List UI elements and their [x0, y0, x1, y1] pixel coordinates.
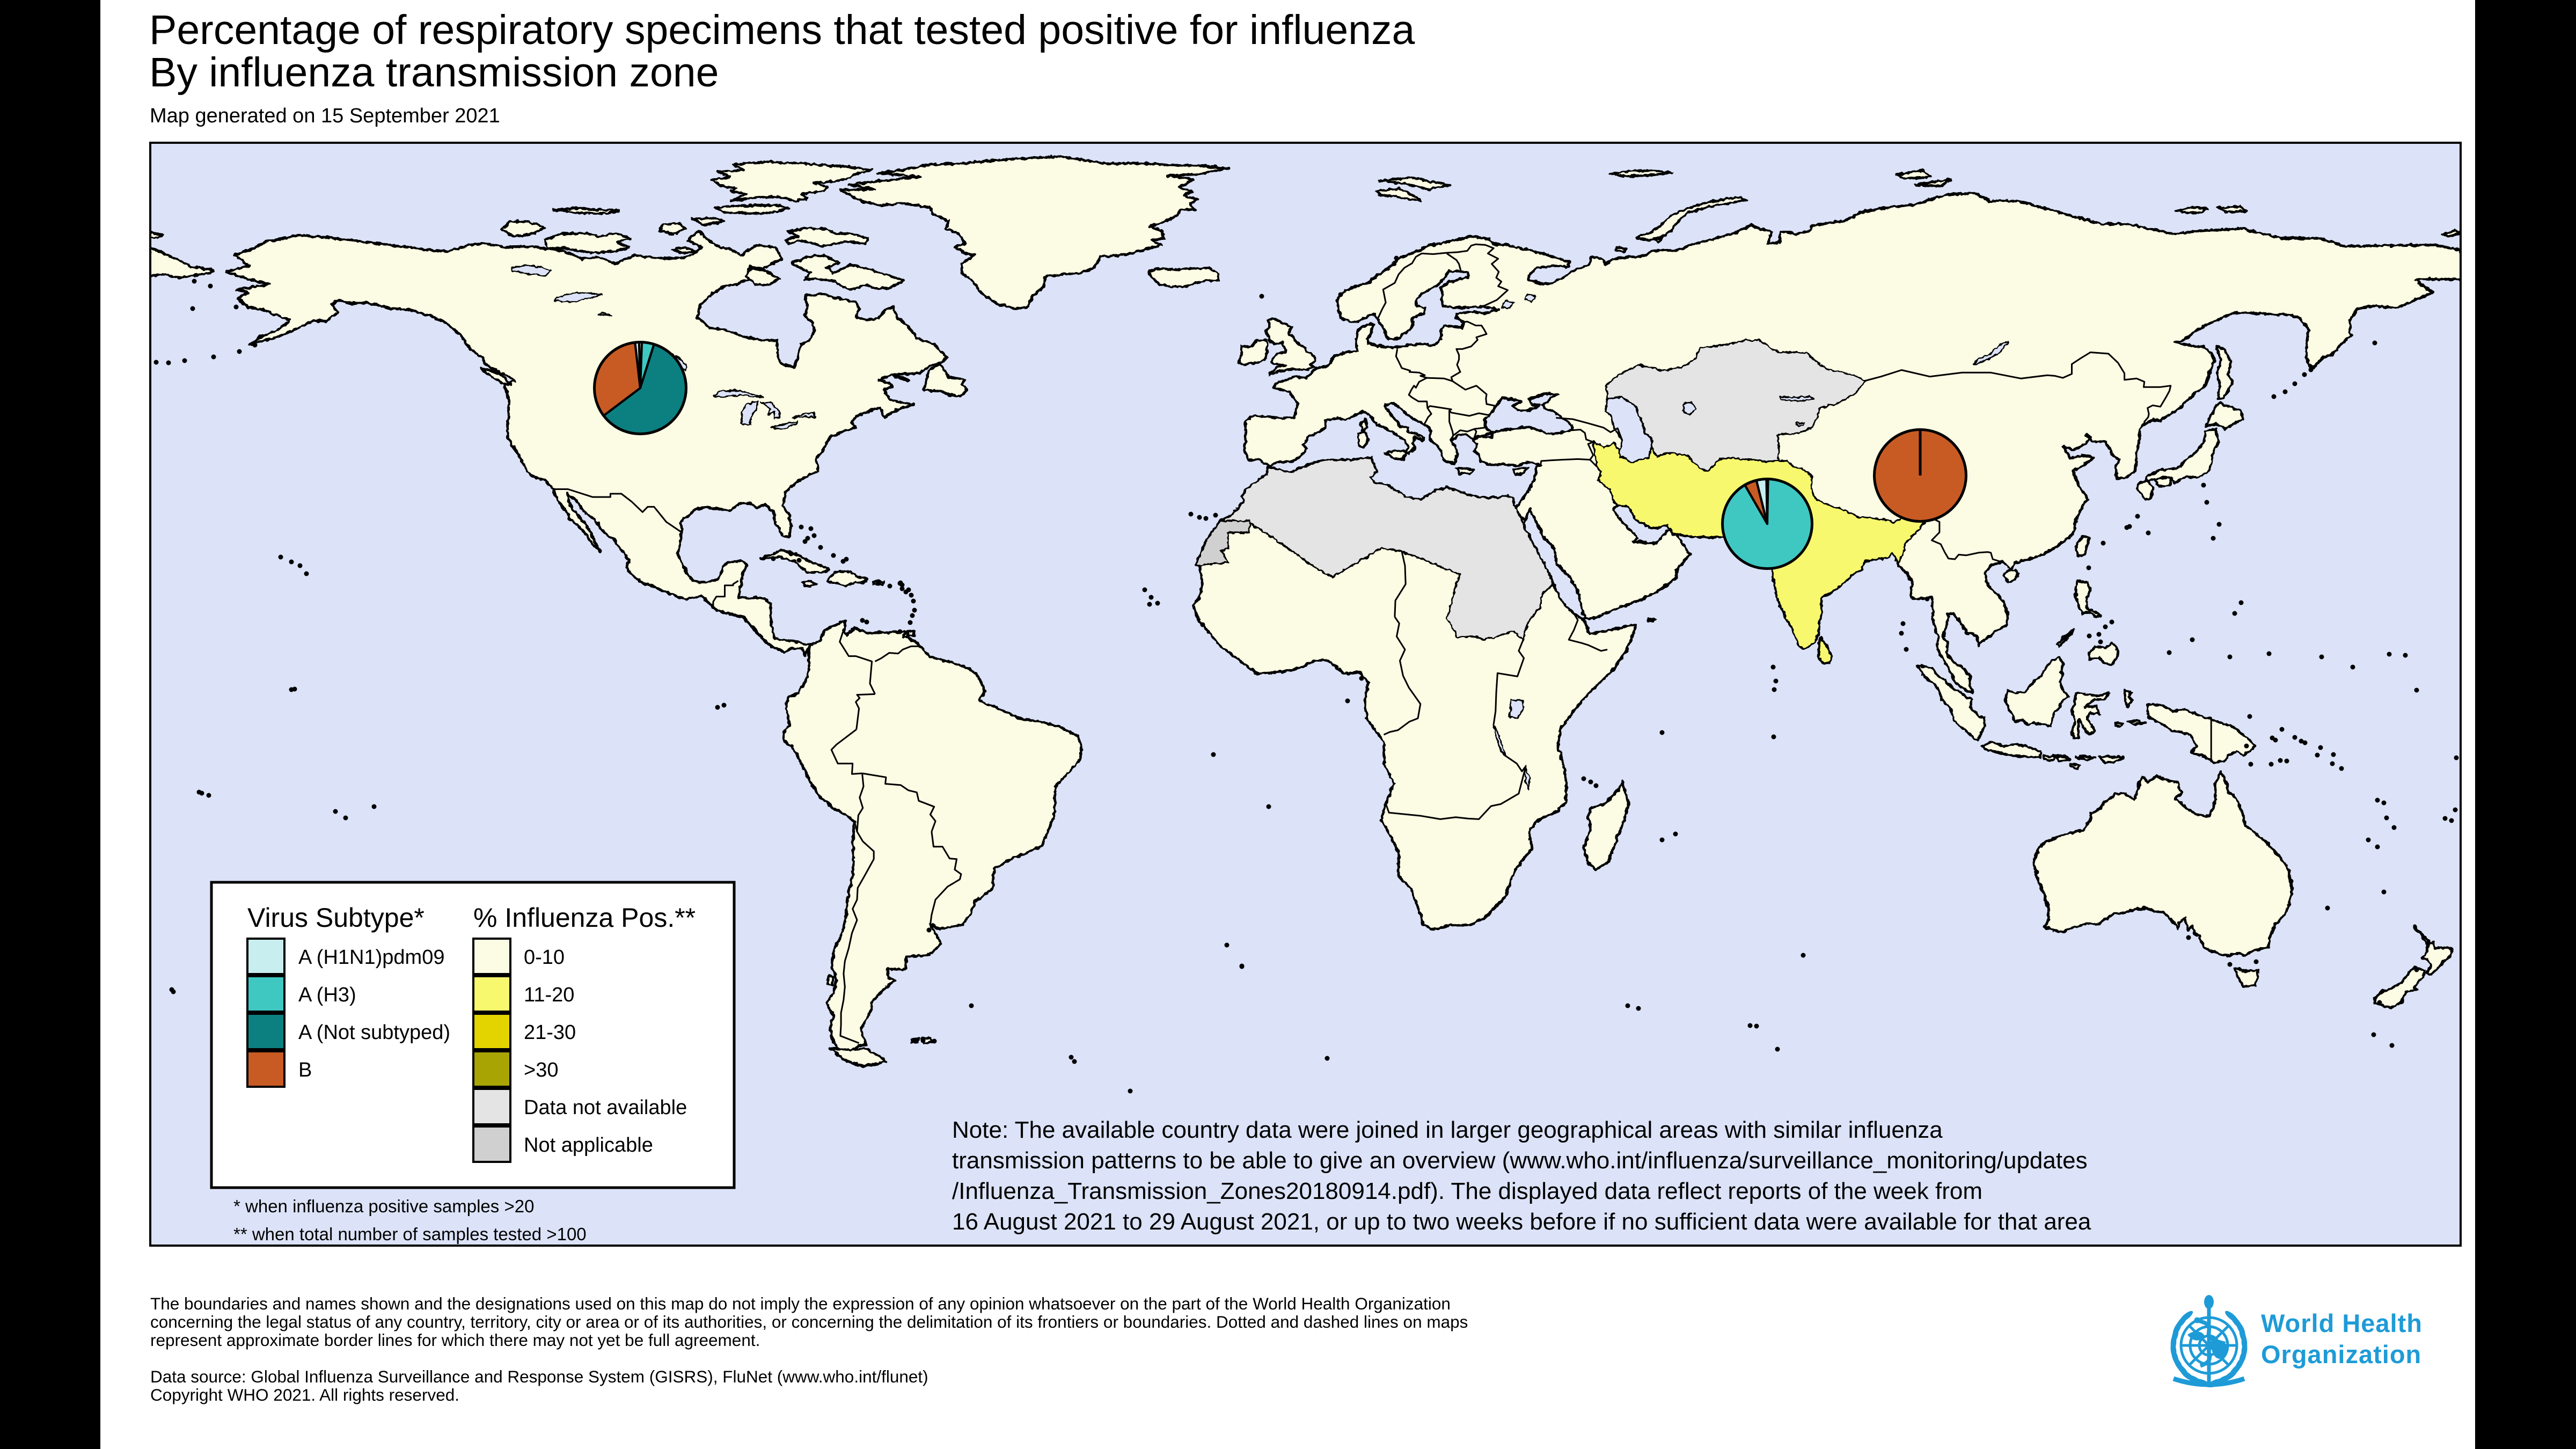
- svg-text:Note: The available country da: Note: The available country data were jo…: [952, 1117, 1943, 1143]
- svg-text:World Health: World Health: [2261, 1309, 2423, 1337]
- svg-text:A (Not subtyped): A (Not subtyped): [298, 1021, 450, 1044]
- svg-text:0-10: 0-10: [524, 946, 565, 969]
- svg-text:% Influenza Pos.**: % Influenza Pos.**: [473, 903, 696, 933]
- svg-text:21-30: 21-30: [524, 1021, 576, 1044]
- svg-text:Virus Subtype*: Virus Subtype*: [247, 903, 425, 933]
- svg-text:>30: >30: [524, 1059, 558, 1081]
- svg-text:A (H3): A (H3): [298, 984, 356, 1006]
- svg-text:Organization: Organization: [2261, 1340, 2421, 1368]
- svg-text:* when influenza positive samp: * when influenza positive samples >20: [233, 1196, 534, 1216]
- svg-text:11-20: 11-20: [524, 984, 574, 1006]
- svg-text:16 August 2021 to 29 August 20: 16 August 2021 to 29 August 2021, or up …: [952, 1209, 2091, 1235]
- svg-text:Not applicable: Not applicable: [524, 1134, 653, 1157]
- svg-text:/Influenza_Transmission_Zones2: /Influenza_Transmission_Zones20180914.pd…: [952, 1178, 1982, 1204]
- svg-text:Data not available: Data not available: [524, 1096, 687, 1119]
- svg-text:** when total number of sample: ** when total number of samples tested >…: [233, 1224, 587, 1244]
- svg-text:A (H1N1)pdm09: A (H1N1)pdm09: [298, 946, 444, 969]
- svg-text:transmission patterns to be ab: transmission patterns to be able to give…: [952, 1147, 2088, 1174]
- svg-text:B: B: [298, 1059, 312, 1081]
